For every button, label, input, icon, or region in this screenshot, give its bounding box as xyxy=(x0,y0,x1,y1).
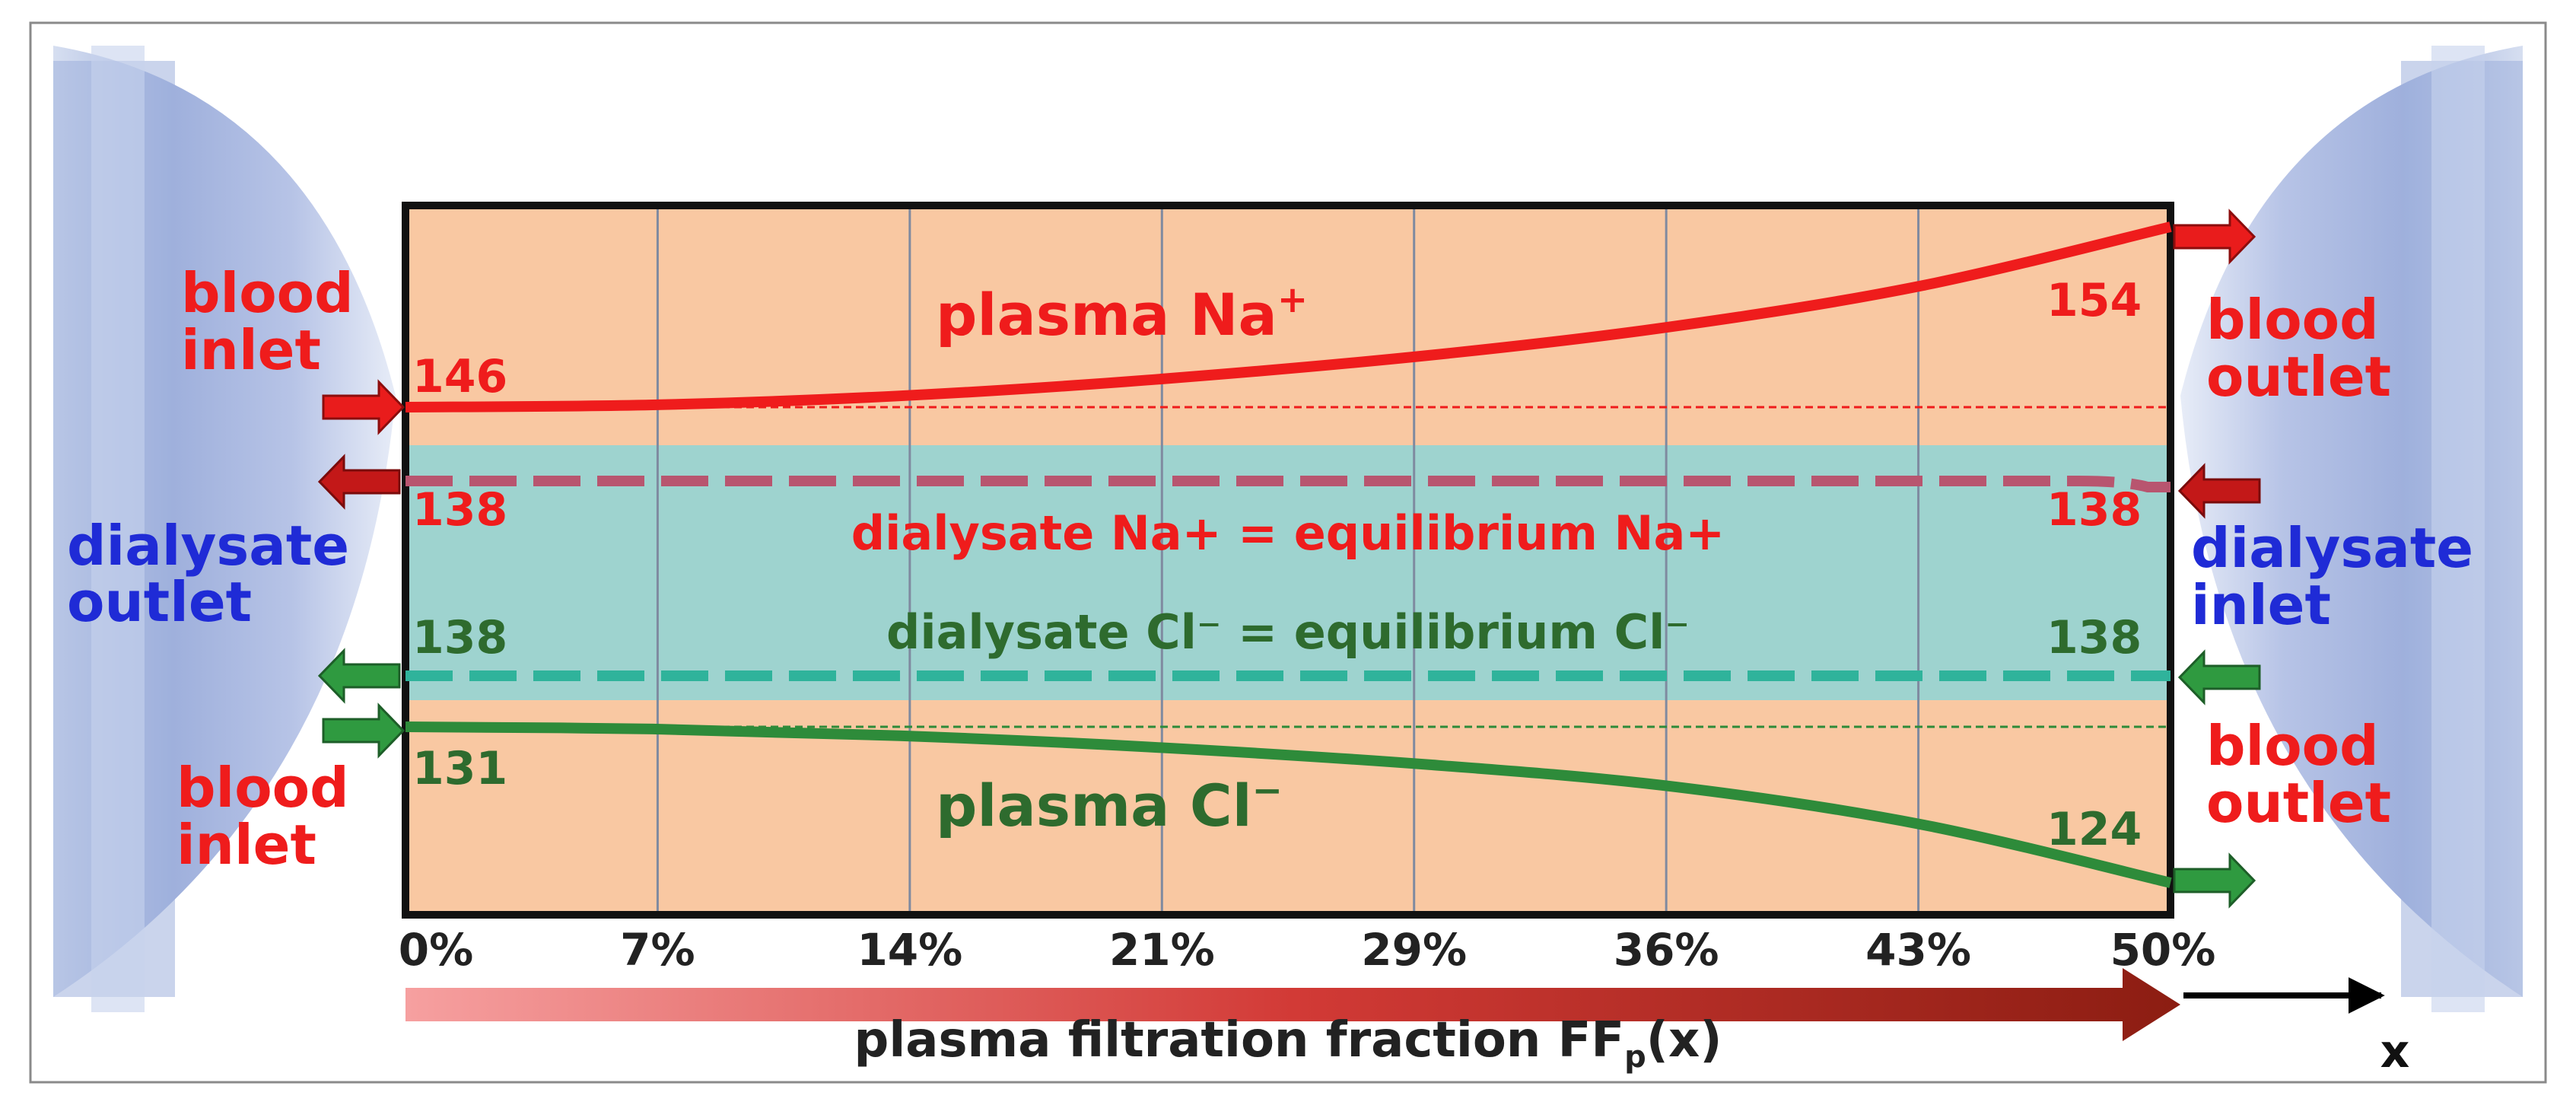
blood-inlet-bottom-arrow xyxy=(322,702,405,759)
plot-gridlines xyxy=(656,205,1920,915)
label-na-outlet: 154 xyxy=(2046,274,2142,327)
label-cl-dialysate-left: 138 xyxy=(412,611,507,664)
side-labels: blood inlet dialysate outlet blood inlet… xyxy=(67,261,2492,877)
dialysate-na-label: dialysate Na+ = equilibrium Na+ xyxy=(851,505,1725,561)
x-tick-label: 43% xyxy=(1865,924,1971,976)
dialyzer-housing-left xyxy=(53,46,396,1012)
plasma-na-label: plasma Na+ xyxy=(936,279,1308,349)
label-cl-inlet: 131 xyxy=(412,742,507,795)
dialysate-inlet-bottom-arrow xyxy=(2177,649,2261,705)
series-plasma-cl-line xyxy=(405,721,2172,888)
blood-outlet-bottom-label: blood outlet xyxy=(2206,714,2398,835)
dialysate-outlet-top-arrow xyxy=(317,454,401,510)
blood-inlet-bottom-label: blood inlet xyxy=(177,756,368,877)
x-axis-ticks: 0% 7% 14% 21% 29% 36% 43% 50% xyxy=(399,924,2216,976)
dialysate-outlet-label: dialysate outlet xyxy=(67,514,368,634)
x-tick-label: 29% xyxy=(1361,924,1467,976)
x-tick-label: 36% xyxy=(1614,924,1719,976)
x-tick-label: 0% xyxy=(399,924,473,976)
dialyzer-housing-right xyxy=(2180,46,2523,1012)
label-na-dialysate-right: 138 xyxy=(2046,483,2142,537)
plasma-cl-label: plasma Cl− xyxy=(936,769,1283,839)
label-cl-outlet: 124 xyxy=(2046,803,2142,856)
series-plasma-na-line xyxy=(405,221,2172,412)
x-axis-title: plasma filtration fraction FFp(x) xyxy=(854,1012,1722,1075)
dialysate-inlet-top-arrow xyxy=(2177,463,2261,519)
blood-outlet-bottom-arrow xyxy=(2173,852,2256,909)
x-axis-gradient-arrow xyxy=(405,968,2180,1041)
x-direction-label: x xyxy=(2380,1025,2410,1078)
x-tick-label: 21% xyxy=(1109,924,1215,976)
dialysate-band xyxy=(405,445,2171,700)
label-na-dialysate-left: 138 xyxy=(412,483,507,537)
blood-inlet-top-label: blood inlet xyxy=(181,261,373,382)
dialysate-cl-label: dialysate Cl⁻ = equilibrium Cl⁻ xyxy=(886,604,1690,660)
dialysate-outlet-bottom-arrow xyxy=(317,648,401,704)
x-tick-label: 50% xyxy=(2110,924,2216,976)
series-dialysate-na-line xyxy=(405,476,2171,492)
plot-border xyxy=(402,202,2174,919)
blood-outlet-top-label: blood outlet xyxy=(2206,288,2398,409)
x-tick-label: 7% xyxy=(620,924,695,976)
dialysate-inlet-label: dialysate inlet xyxy=(2191,516,2492,637)
value-labels: 146 154 138 138 138 138 131 124 xyxy=(412,274,2142,856)
blood-outlet-top-arrow xyxy=(2173,209,2256,265)
x-tick-label: 14% xyxy=(857,924,962,976)
label-cl-dialysate-right: 138 xyxy=(2046,611,2142,664)
blood-inlet-top-arrow xyxy=(322,379,405,435)
label-na-inlet: 146 xyxy=(412,350,507,403)
flow-arrows xyxy=(317,209,2261,909)
